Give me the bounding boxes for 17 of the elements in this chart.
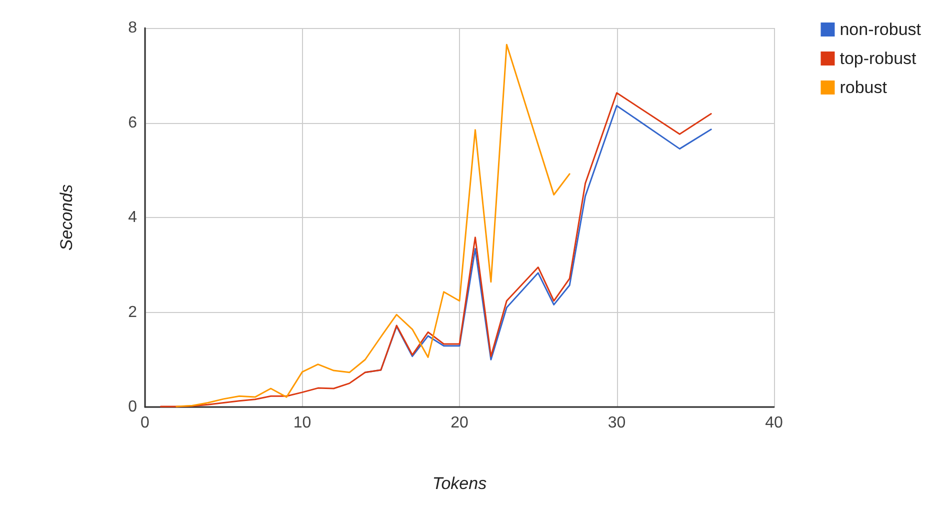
legend-label: robust xyxy=(840,78,888,97)
line-series xyxy=(160,92,712,408)
line-series xyxy=(176,44,570,408)
x-axis-title: Tokens xyxy=(432,474,488,493)
x-tick-label: 10 xyxy=(293,414,312,432)
y-tick-label: 6 xyxy=(128,114,138,132)
y-tick-label: 2 xyxy=(128,304,138,321)
x-tick-label: 30 xyxy=(608,414,626,432)
x-tick-label: 20 xyxy=(450,414,468,432)
x-tick-label: 40 xyxy=(765,414,783,432)
legend-label: non-robust xyxy=(840,20,922,39)
legend-label: top-robust xyxy=(840,49,917,68)
y-tick-label: 4 xyxy=(128,209,138,226)
x-tick-label: 0 xyxy=(140,414,150,432)
y-tick-label: 8 xyxy=(128,20,138,36)
y-tick-label: 0 xyxy=(128,398,138,416)
y-axis-title: Seconds xyxy=(57,184,76,251)
